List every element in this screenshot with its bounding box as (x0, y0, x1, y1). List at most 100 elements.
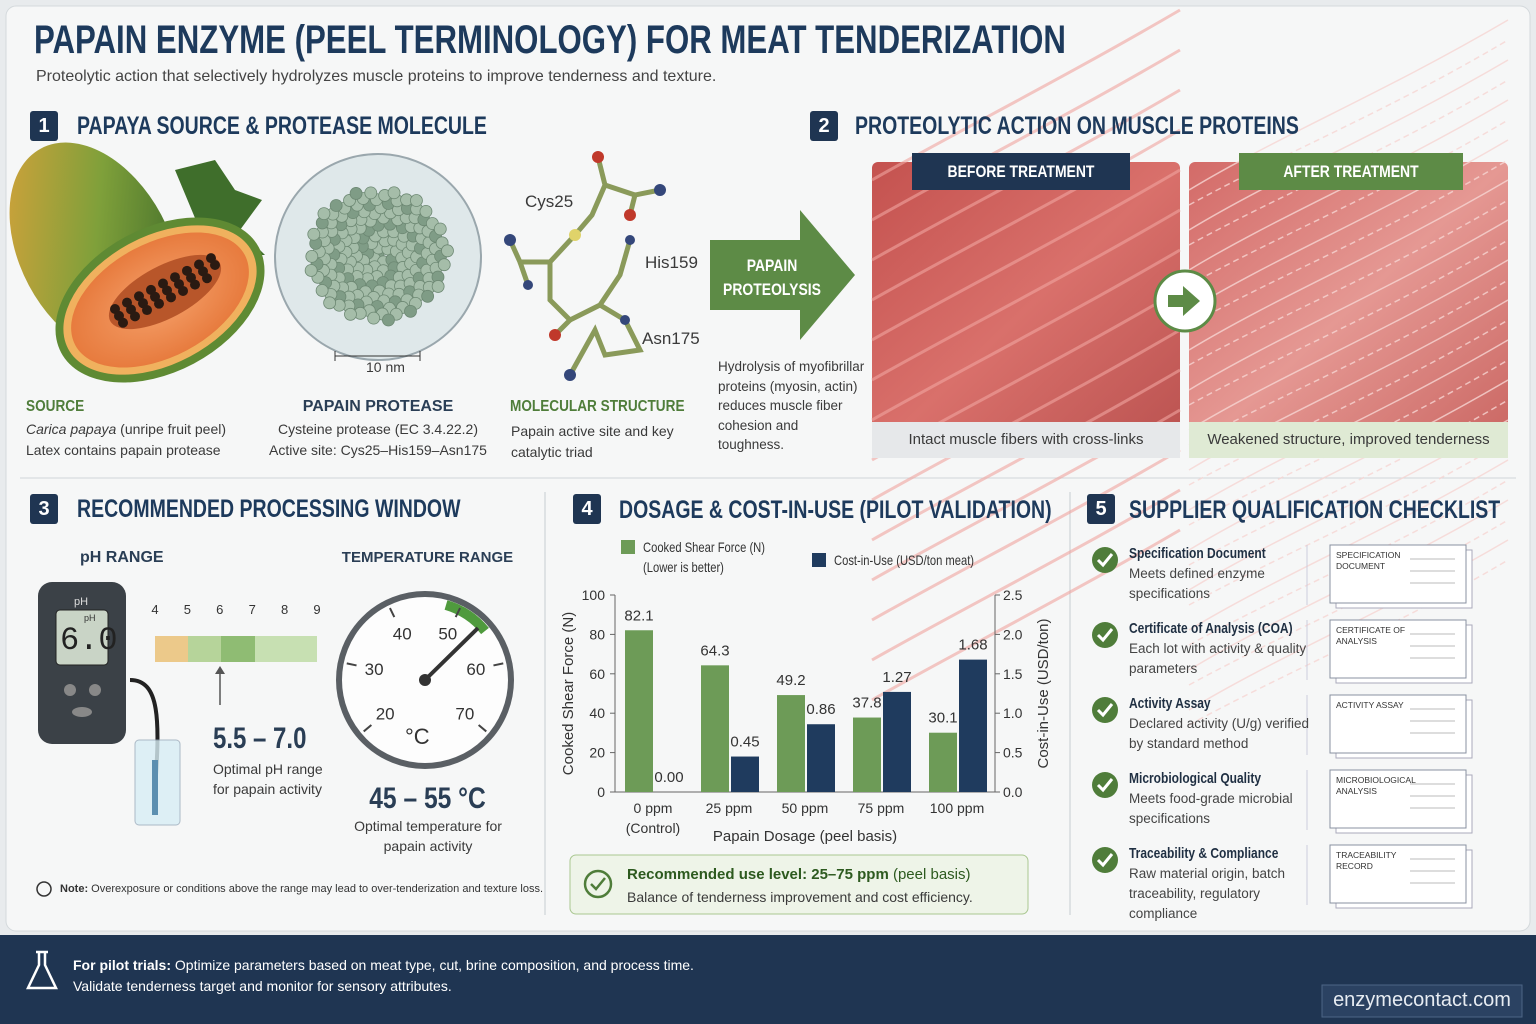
residue (344, 307, 357, 321)
doc-label: TRACEABILITY RECORD (1336, 850, 1397, 871)
cap: SOURCE (26, 398, 85, 415)
ph-tick-label: 4 (151, 602, 159, 617)
fiber (1188, 19, 1509, 191)
check-title: Activity Assay (1129, 695, 1211, 712)
fiber (1188, 99, 1509, 271)
ellipse (72, 707, 92, 717)
seed (202, 273, 212, 284)
check-title: Traceability & Compliance (1129, 845, 1279, 862)
doc-label: SPECIFICATION DOCUMENT (1336, 550, 1401, 571)
lab: AFTER TREATMENT (1239, 153, 1463, 190)
y-tick-label: 40 (589, 705, 605, 721)
cap: MOLECULAR STRUCTURE (510, 398, 685, 415)
value-label: 49.2 (776, 672, 805, 689)
dial-tick (346, 662, 357, 667)
value-label: 82.1 (624, 607, 653, 624)
residue (431, 280, 445, 293)
dial-tick (454, 607, 461, 618)
doc-thumb (1329, 769, 1467, 829)
atoms (504, 151, 666, 381)
caption-band (872, 422, 1180, 458)
text: Note: (60, 883, 89, 895)
circle (89, 684, 101, 696)
meat-before (872, 162, 1180, 458)
residue (433, 222, 447, 236)
text: pH (74, 596, 89, 608)
bar (701, 665, 729, 792)
check (583, 869, 613, 899)
process-arrow (710, 210, 855, 340)
text: Carica papaya (26, 421, 117, 437)
ph-band (188, 636, 221, 662)
circle (625, 235, 635, 245)
fiber (871, 168, 1181, 342)
residue (437, 258, 451, 272)
y2-tick-label: 2.0 (1003, 626, 1023, 642)
fiber (1188, 59, 1509, 231)
dial-tick (363, 724, 373, 733)
check (590, 877, 606, 891)
residue (329, 199, 343, 212)
t: Hydrolysis of myofibrillar proteins (myo… (718, 359, 865, 452)
badge: 2 (810, 111, 838, 141)
check-desc: Each lot with activity & quality paramet… (1129, 641, 1307, 676)
doc-thumb (1329, 544, 1467, 604)
y-tick-label: 60 (589, 666, 605, 682)
check-icon (1092, 772, 1118, 798)
bar (777, 695, 805, 792)
ph-band (155, 636, 188, 662)
residue (441, 244, 454, 258)
flask (26, 950, 58, 990)
text: For pilot trials: (73, 957, 171, 973)
rec-box (569, 854, 1029, 915)
t: Asn175 (642, 329, 700, 348)
y-tick-label: 100 (582, 587, 606, 603)
residue (305, 250, 319, 263)
check-mark (1096, 853, 1114, 868)
rect (152, 760, 158, 815)
footer-band (0, 935, 1536, 1024)
sh: RECOMMENDED PROCESSING WINDOW (77, 495, 461, 523)
t: Balance of tenderness improvement and co… (627, 889, 973, 905)
check-mark (1096, 628, 1114, 643)
fiber (1188, 159, 1509, 326)
text: enzymecontact.com (1333, 989, 1511, 1011)
fiber (1188, 39, 1509, 206)
bar (853, 717, 881, 792)
doc-thumb (1329, 694, 1467, 754)
text: Recommended use level: 25–75 ppm (627, 866, 889, 883)
check-icon (1092, 622, 1118, 648)
title: PAPAIN ENZYME (PEEL TERMINOLOGY) FOR MEA… (34, 18, 1066, 62)
fiber (871, 48, 1181, 222)
residue (349, 187, 363, 200)
dial-label: 30 (365, 660, 384, 679)
capn: TEMPERATURE RANGE (341, 549, 514, 566)
fiber (1188, 219, 1509, 391)
dial-tick (493, 662, 504, 667)
gauge-zone (444, 600, 489, 635)
t: Latex contains papain protease (26, 442, 221, 458)
fiber (1188, 259, 1509, 431)
capn: PAPAIN PROTEASE (302, 398, 454, 415)
fiber (871, 208, 1181, 382)
residue (304, 264, 318, 277)
bar (731, 756, 759, 792)
check-mark (1096, 703, 1114, 718)
residue (367, 311, 381, 325)
value-label: 0.45 (730, 734, 759, 751)
x-tick-label: 50 ppm (781, 800, 829, 816)
doc-thumb (1329, 619, 1467, 679)
ph-tick-label: 5 (183, 602, 191, 617)
dial-tick (477, 724, 487, 733)
bar (929, 732, 957, 792)
rect (55, 609, 109, 666)
needle-cap (419, 674, 431, 686)
ph-tick-label: 6 (216, 602, 224, 617)
dial-label: 50 (438, 624, 457, 643)
residue (382, 313, 395, 327)
text: AFTER TREATMENT (1283, 162, 1419, 181)
fiber (871, 528, 1181, 702)
x-axis-title: Papain Dosage (peel basis) (713, 828, 897, 845)
seed (154, 298, 164, 309)
